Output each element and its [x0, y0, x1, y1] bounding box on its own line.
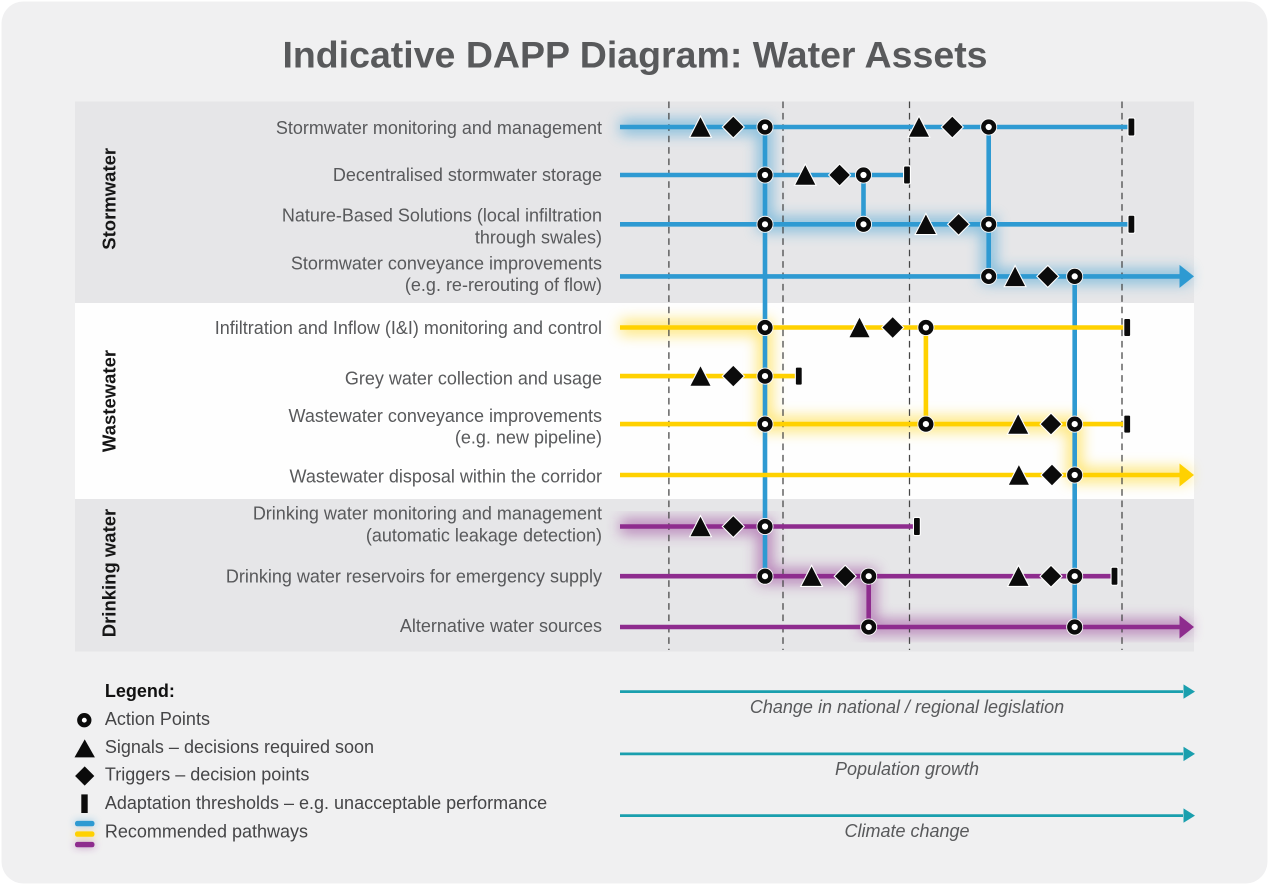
- svg-text:(automatic leakage detection): (automatic leakage detection): [366, 525, 602, 545]
- svg-text:Action Points: Action Points: [105, 709, 210, 729]
- svg-text:Population growth: Population growth: [835, 759, 979, 779]
- svg-text:Stormwater monitoring and mana: Stormwater monitoring and management: [276, 118, 602, 138]
- svg-text:Infiltration and Inflow (I&I): Infiltration and Inflow (I&I) monitoring…: [215, 318, 602, 338]
- svg-text:Indicative DAPP Diagram: Water: Indicative DAPP Diagram: Water Assets: [282, 34, 987, 76]
- svg-text:Climate change: Climate change: [844, 821, 969, 841]
- svg-text:Wastewater: Wastewater: [98, 350, 119, 452]
- svg-text:Recommended pathways: Recommended pathways: [105, 821, 308, 841]
- svg-text:Wastewater disposal within the: Wastewater disposal within the corridor: [290, 466, 602, 486]
- svg-text:Drinking water: Drinking water: [98, 509, 119, 638]
- svg-text:Drinking water reservoirs for: Drinking water reservoirs for emergency …: [226, 566, 602, 586]
- svg-text:through swales): through swales): [475, 228, 602, 248]
- svg-text:Adaptation thresholds – e.g. u: Adaptation thresholds – e.g. unacceptabl…: [105, 793, 547, 813]
- svg-text:Change in national / regional: Change in national / regional legislatio…: [750, 697, 1064, 717]
- svg-text:(e.g. re-rerouting of flow): (e.g. re-rerouting of flow): [405, 275, 602, 295]
- svg-text:Triggers – decision points: Triggers – decision points: [105, 765, 309, 785]
- svg-text:Stormwater: Stormwater: [98, 148, 119, 250]
- svg-text:Stormwater conveyance improvem: Stormwater conveyance improvements: [291, 254, 602, 274]
- svg-text:Legend:: Legend:: [105, 681, 175, 701]
- svg-text:Decentralised stormwater stora: Decentralised stormwater storage: [333, 165, 602, 185]
- svg-text:Signals – decisions required s: Signals – decisions required soon: [105, 737, 374, 757]
- svg-text:Grey water collection and usag: Grey water collection and usage: [345, 368, 602, 388]
- svg-text:(e.g. new pipeline): (e.g. new pipeline): [455, 428, 602, 448]
- svg-text:Alternative water sources: Alternative water sources: [400, 616, 602, 636]
- svg-text:Wastewater conveyance improvem: Wastewater conveyance improvements: [289, 406, 602, 426]
- svg-text:Nature-Based Solutions (local: Nature-Based Solutions (local infiltrati…: [282, 206, 602, 226]
- svg-text:Drinking water monitoring and: Drinking water monitoring and management: [253, 504, 602, 524]
